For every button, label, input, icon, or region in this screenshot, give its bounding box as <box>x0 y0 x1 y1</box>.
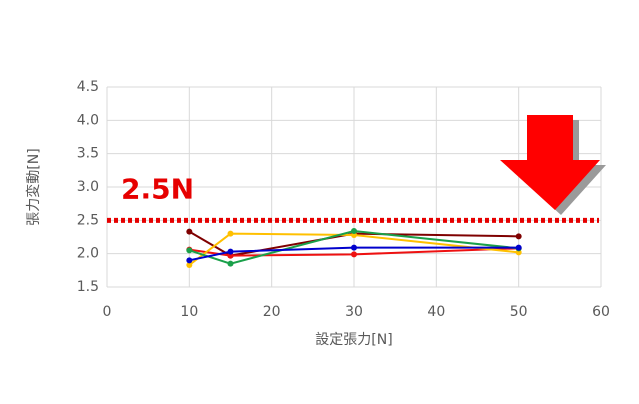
y-tick-label: 1.5 <box>77 279 99 295</box>
data-point <box>186 262 193 268</box>
x-tick-label: 20 <box>263 304 281 320</box>
x-tick-label: 10 <box>180 304 198 320</box>
y-tick-label: 2.5 <box>77 212 99 228</box>
y-axis-title: 張力変動[N] <box>25 148 42 225</box>
data-point <box>227 230 234 237</box>
y-tick-label: 3.0 <box>77 179 99 195</box>
data-point <box>515 233 522 240</box>
data-point <box>186 247 193 254</box>
series-line <box>189 246 519 262</box>
threshold-label: 2.5N <box>121 172 194 205</box>
y-tick-label: 2.0 <box>77 246 99 262</box>
y-tick-label: 4.5 <box>77 79 99 95</box>
y-tick-label: 3.5 <box>77 146 99 162</box>
x-tick-label: 40 <box>427 304 445 320</box>
series-line <box>189 247 519 257</box>
data-point <box>227 260 234 267</box>
data-point <box>351 244 357 251</box>
data-point <box>186 257 193 264</box>
series-line <box>188 230 519 257</box>
x-tick-label: 60 <box>592 304 610 320</box>
x-tick-label: 50 <box>510 304 528 320</box>
data-point <box>186 228 193 235</box>
arrow <box>500 115 600 210</box>
x-tick-label: 30 <box>345 304 363 320</box>
data-point <box>227 248 234 255</box>
data-point <box>351 251 357 258</box>
x-tick-label: 0 <box>103 304 112 320</box>
data-point <box>515 244 522 251</box>
y-tick-label: 4.0 <box>77 112 99 128</box>
x-axis-title: 設定張力[N] <box>315 332 392 348</box>
data-point <box>351 228 357 234</box>
series-line <box>188 232 519 266</box>
